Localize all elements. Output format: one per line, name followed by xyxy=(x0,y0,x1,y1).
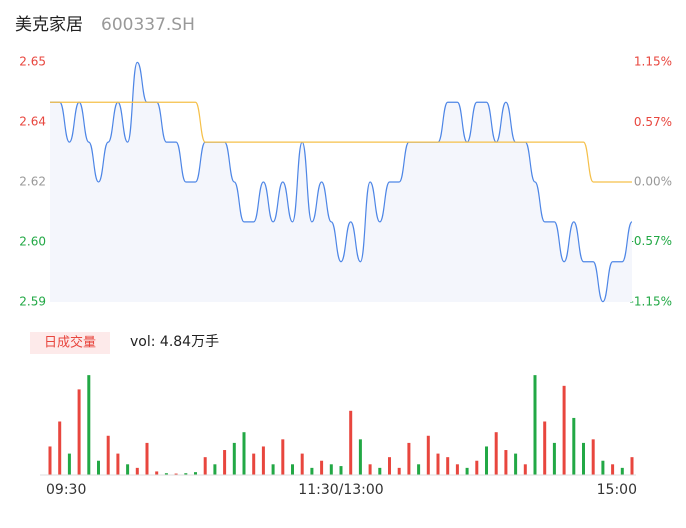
volume-bar xyxy=(281,439,285,475)
volume-bar xyxy=(572,417,576,475)
volume-title[interactable]: 日成交量 xyxy=(44,335,96,351)
volume-bar xyxy=(436,453,440,475)
volume-bar xyxy=(155,471,159,475)
volume-bar xyxy=(213,464,217,475)
volume-bar xyxy=(87,375,91,475)
volume-bar xyxy=(504,450,508,475)
volume-bar xyxy=(388,457,391,475)
volume-bar xyxy=(48,446,52,475)
volume-bar xyxy=(494,432,498,475)
volume-bar xyxy=(562,385,566,475)
y-tick-label: 2.62 xyxy=(19,175,46,189)
volume-bar xyxy=(378,467,382,475)
volume-bar xyxy=(543,421,547,475)
x-tick-label: 09:30 xyxy=(46,482,86,498)
volume-annotation: vol: 4.84万手 xyxy=(130,334,219,350)
volume-bar xyxy=(630,457,634,475)
volume-bar xyxy=(601,460,605,475)
stock-name: 美克家居 xyxy=(15,15,83,35)
volume-bar xyxy=(533,375,537,475)
volume-bar xyxy=(126,464,130,475)
volume-bar xyxy=(135,467,139,475)
average-line xyxy=(49,101,633,183)
y-tick-label: 2.60 xyxy=(19,235,46,249)
volume-bar xyxy=(145,442,149,475)
x-tick-label: 11:30/13:00 xyxy=(298,482,383,498)
volume-bar xyxy=(232,442,236,475)
stock-code: 600337.SH xyxy=(101,15,195,35)
volume-bar xyxy=(300,453,304,475)
volume-bar xyxy=(116,453,120,475)
volume-bar xyxy=(164,473,168,475)
y2-tick-label: -1.15% xyxy=(630,295,672,309)
y2-tick-label: -0.57% xyxy=(630,234,672,248)
volume-bar xyxy=(252,453,256,475)
volume-bar xyxy=(242,432,246,475)
y2-tick-label: 0.00% xyxy=(634,175,672,189)
y-tick-label: 2.64 xyxy=(19,114,46,128)
volume-bar xyxy=(194,472,197,475)
volume-bar xyxy=(310,467,314,475)
y2-tick-label: 1.15% xyxy=(634,55,672,69)
volume-bar xyxy=(582,442,585,475)
volume-bar xyxy=(339,466,343,475)
volume-bar xyxy=(368,464,372,475)
volume-bar xyxy=(329,464,333,475)
volume-bar xyxy=(465,467,469,475)
volume-tab[interactable] xyxy=(30,332,110,354)
volume-bar xyxy=(261,446,265,475)
volume-bar xyxy=(358,439,362,475)
price-area xyxy=(50,62,632,303)
volume-bar xyxy=(620,467,624,475)
volume-bar xyxy=(446,457,450,475)
volume-bar xyxy=(67,453,71,475)
volume-bar xyxy=(223,450,227,475)
volume-bar xyxy=(174,473,178,475)
volume-bar xyxy=(455,464,459,475)
volume-bar xyxy=(426,435,430,475)
volume-bar xyxy=(77,389,81,475)
volume-bar xyxy=(475,460,479,475)
volume-bar xyxy=(106,435,110,475)
volume-bar xyxy=(271,464,275,475)
volume-bar xyxy=(514,453,518,475)
volume-bar xyxy=(552,442,556,475)
volume-bar xyxy=(291,464,294,475)
y-tick-label: 2.65 xyxy=(19,55,46,69)
volume-bar xyxy=(485,446,488,475)
y2-tick-label: 0.57% xyxy=(634,115,672,129)
x-tick-label: 15:00 xyxy=(597,482,637,498)
volume-bar xyxy=(523,464,527,475)
volume-bar xyxy=(58,421,62,475)
volume-bar xyxy=(184,473,188,475)
volume-bar xyxy=(97,460,100,475)
y-tick-label: 2.59 xyxy=(19,295,46,309)
volume-bar xyxy=(417,464,421,475)
volume-bar xyxy=(591,439,595,475)
volume-bar xyxy=(611,464,615,475)
volume-bar xyxy=(349,410,353,475)
volume-bar xyxy=(320,460,324,475)
volume-bar xyxy=(203,457,207,475)
volume-bar xyxy=(397,467,401,475)
volume-bar xyxy=(407,442,411,475)
